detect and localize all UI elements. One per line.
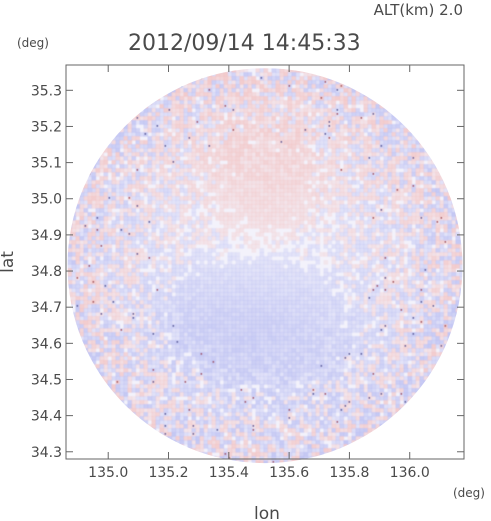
x-tick-label: 135.0 bbox=[88, 465, 128, 481]
y-tick-label: 34.7 bbox=[31, 300, 62, 316]
x-tick-label: 136.0 bbox=[390, 465, 430, 481]
plot-frame bbox=[65, 64, 465, 460]
plot-area: 135.0 135.2 135.4 135.6 135.8 136.0 34.3 34.4 3… bbox=[31, 64, 465, 481]
y-axis-label: lat bbox=[0, 251, 18, 273]
y-tick-label: 34.3 bbox=[31, 445, 62, 461]
altitude-label: ALT(km) 2.0 bbox=[374, 1, 463, 19]
y-tick-label: 34.8 bbox=[31, 264, 62, 280]
y-tick-label: 34.6 bbox=[31, 336, 62, 352]
y-tick-label: 35.2 bbox=[31, 119, 62, 135]
y-tick-label: 34.5 bbox=[31, 372, 62, 388]
y-tick-label: 35.0 bbox=[31, 192, 62, 208]
y-tick-label: 35.3 bbox=[31, 83, 62, 99]
chart-title: 2012/09/14 14:45:33 bbox=[128, 31, 361, 56]
y-tick-label: 34.9 bbox=[31, 228, 62, 244]
x-axis-label: lon bbox=[254, 504, 280, 521]
x-tick-label: 135.2 bbox=[148, 465, 188, 481]
x-tick-label: 135.8 bbox=[329, 465, 369, 481]
radar-field bbox=[67, 68, 463, 464]
y-unit-label: (deg) bbox=[17, 36, 49, 50]
x-tick-label: 135.4 bbox=[209, 465, 249, 481]
y-tick-label: 34.4 bbox=[31, 409, 62, 425]
x-tick-label: 135.6 bbox=[269, 465, 309, 481]
y-tick-label: 35.1 bbox=[31, 156, 62, 172]
x-unit-label: (deg) bbox=[453, 486, 485, 500]
